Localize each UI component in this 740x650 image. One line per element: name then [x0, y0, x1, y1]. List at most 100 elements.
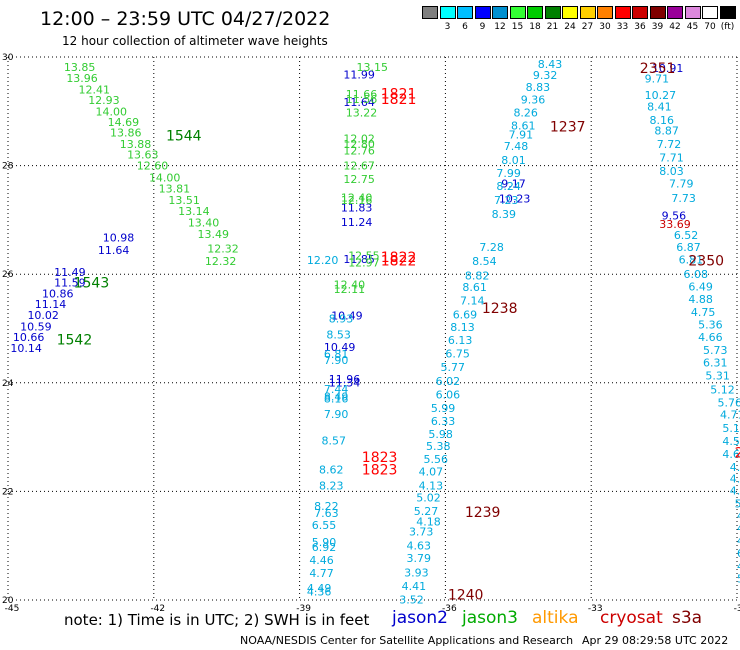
wave-height-value: 7.28	[479, 241, 504, 254]
wave-height-value: 6.08	[684, 268, 709, 281]
wave-height-value: 4.25	[730, 472, 740, 485]
wave-height-value: 12.41	[78, 84, 110, 97]
track-label: 1542	[57, 332, 93, 348]
legend-swatch	[684, 6, 701, 19]
wave-height-value: 9.71	[645, 73, 670, 86]
legend-label: 70	[704, 22, 716, 32]
track-label: 1237	[550, 120, 586, 136]
track-label: 2	[735, 445, 740, 461]
wave-height-value: 8.54	[472, 255, 497, 268]
wave-height-value: 5.43	[735, 497, 740, 510]
legend-label: 42	[669, 22, 681, 32]
wave-height-value: 12.67	[343, 160, 375, 173]
wave-height-value: 12.20	[307, 254, 339, 267]
legend-label: 6	[462, 22, 468, 32]
wave-height-value: 5.12	[710, 383, 735, 396]
wave-height-value: 6.13	[448, 334, 473, 347]
wave-height-value: 11.64	[98, 244, 130, 257]
wave-height-value: 12.11	[334, 283, 366, 296]
wave-height-value: 11.66	[346, 88, 378, 101]
wave-height-value: 10.49	[324, 341, 356, 354]
legend-swatch	[719, 6, 736, 19]
wave-height-value: 4.58	[730, 461, 740, 474]
wave-height-value: 4.46	[309, 554, 334, 567]
wave-height-value: 33.69	[659, 218, 691, 231]
wave-height-value: 11.56	[346, 93, 378, 106]
wave-height-value: 6.87	[676, 241, 701, 254]
x-tick-label: -39	[296, 604, 311, 614]
wave-height-value: 11.99	[343, 68, 375, 81]
wave-height-value: 7.99	[496, 167, 521, 180]
wave-height-value: 13.15	[356, 61, 388, 74]
wave-height-value: 7.79	[669, 178, 694, 191]
satellite-jason2-label: jason2	[392, 608, 448, 628]
wave-height-value: 11.34	[329, 376, 361, 389]
track-label: 2351	[640, 61, 676, 77]
x-tick-label: -42	[150, 604, 165, 614]
wave-height-value: 13.22	[346, 106, 378, 119]
wave-height-value: 8.57	[321, 434, 346, 447]
wave-height-value: 13.81	[159, 182, 191, 195]
wave-height-value: 5.99	[431, 402, 456, 415]
wave-height-value: 12.32	[205, 255, 237, 268]
legend-swatch	[527, 6, 543, 19]
wave-height-value: 14.00	[149, 172, 181, 185]
track-label: 1821	[381, 86, 417, 102]
wave-height-value: 5.73	[703, 344, 728, 357]
wave-height-value: 8.61	[511, 119, 536, 132]
generated-timestamp: Apr 29 08:29:58 UTC 2022	[582, 634, 729, 647]
wave-height-value: 7.90	[324, 354, 349, 367]
wave-height-value: 13.14	[178, 205, 210, 218]
wave-height-value: 6.52	[674, 229, 699, 242]
wave-height-value: 3.93	[404, 566, 429, 579]
wave-height-value: 13.40	[188, 217, 220, 230]
legend-swatch	[702, 6, 718, 19]
wave-height-value: 6.33	[431, 415, 456, 428]
track-label: 1238	[482, 301, 518, 317]
legend-swatch	[562, 6, 578, 19]
map-grid	[7, 56, 738, 601]
wave-height-value: 8.82	[465, 269, 490, 282]
wave-height-value: 4.88	[688, 293, 713, 306]
wave-height-value: 8.23	[319, 479, 344, 492]
legend-swatch	[579, 6, 596, 19]
wave-height-value: 12.16	[341, 194, 373, 207]
wave-height-value: 8.53	[326, 328, 351, 341]
wave-height-value: 10.98	[103, 231, 134, 244]
wave-height-value: 10.23	[499, 193, 531, 206]
wave-height-value: 8.16	[650, 114, 675, 127]
legend-label: 15	[511, 22, 524, 32]
wave-height-value: 13.63	[127, 149, 159, 162]
wave-height-value: 6.92	[312, 541, 337, 554]
wave-height-value: 5.02	[416, 491, 441, 504]
wave-height-value: 13.96	[66, 72, 98, 85]
wave-height-value: 5.12	[722, 422, 740, 435]
legend-swatch	[474, 6, 491, 19]
legend-swatch	[614, 6, 631, 19]
wave-height-value: 12.60	[137, 160, 169, 173]
wave-height-value: 6.69	[453, 308, 478, 321]
wave-height-value: 8.16	[324, 393, 349, 406]
wave-height-value: 6.02	[436, 375, 461, 388]
wave-height-value: 13.49	[198, 228, 230, 241]
wave-height-value: 6.16	[737, 547, 740, 560]
wave-height-value: 8.24	[496, 180, 521, 193]
legend-label: 36	[634, 22, 646, 32]
satellite-jason3-label: jason3	[462, 608, 518, 628]
wave-height-value: 12.93	[88, 94, 120, 107]
wave-height-value: 8.43	[538, 58, 563, 71]
legend-label: 12	[494, 22, 506, 32]
track-label: 1822	[381, 250, 417, 266]
wave-height-value: 10.02	[27, 309, 59, 322]
wave-height-value: 6.31	[703, 357, 728, 370]
wave-height-value: 4.81	[737, 522, 740, 535]
wave-height-value: 4.49	[307, 582, 332, 595]
wave-height-value: 7.14	[460, 294, 485, 307]
wave-height-value: 4.6	[737, 560, 740, 573]
wave-height-value: 14.00	[95, 105, 127, 118]
wave-height-value: 8.03	[659, 165, 684, 178]
wave-height-value: 4.82	[730, 484, 740, 497]
wave-height-value: 8.62	[319, 464, 344, 477]
wave-height-value: 8.22	[314, 500, 339, 513]
legend-label: 39	[651, 22, 664, 32]
